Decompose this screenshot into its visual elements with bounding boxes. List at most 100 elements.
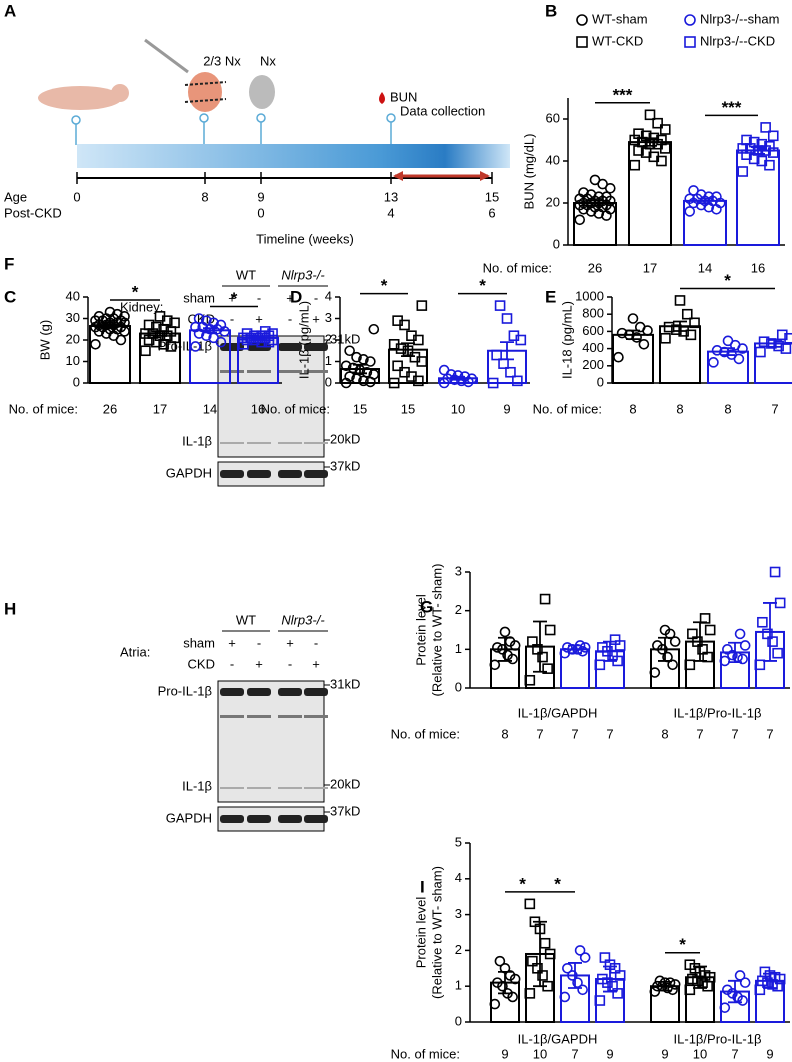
count: 26 bbox=[588, 260, 602, 275]
band bbox=[278, 370, 302, 373]
data-point bbox=[599, 952, 611, 963]
data-point bbox=[492, 642, 503, 653]
data-point bbox=[633, 128, 644, 139]
count: 7 bbox=[766, 726, 773, 741]
data-point bbox=[757, 616, 768, 628]
significance-label: * bbox=[381, 276, 388, 295]
data-point bbox=[739, 640, 751, 651]
y-axis-title: IL-18 (pg/mL) bbox=[559, 301, 574, 379]
error-bar bbox=[153, 330, 167, 337]
count-label: No. of mice: bbox=[261, 401, 330, 416]
data-point bbox=[704, 624, 716, 636]
data-point bbox=[755, 346, 766, 358]
data-point bbox=[711, 191, 722, 202]
sign: - bbox=[230, 656, 234, 671]
error-bar bbox=[698, 197, 712, 205]
data-point bbox=[193, 313, 205, 324]
data-point bbox=[252, 332, 264, 344]
data-point bbox=[577, 984, 588, 996]
genotype: WT bbox=[236, 267, 256, 282]
data-point bbox=[684, 36, 696, 48]
count: 9 bbox=[503, 401, 510, 416]
band bbox=[304, 688, 328, 696]
data-point bbox=[93, 311, 105, 322]
data-point bbox=[505, 366, 516, 378]
error-bar bbox=[728, 641, 742, 663]
significance-label: * bbox=[724, 271, 731, 290]
count-label: No. of mice: bbox=[391, 726, 460, 741]
count: 7 bbox=[606, 726, 613, 741]
significance-label: * bbox=[479, 276, 486, 295]
error-bar bbox=[251, 335, 265, 340]
data-point bbox=[498, 358, 509, 369]
count: 9 bbox=[766, 1046, 773, 1061]
y-tick-label: 1 bbox=[455, 978, 462, 993]
count: 9 bbox=[606, 1046, 613, 1061]
panel-letter: H bbox=[4, 599, 16, 618]
panel-letter: B bbox=[545, 1, 557, 20]
data-point bbox=[741, 134, 752, 146]
y-tick-label: 3 bbox=[325, 310, 332, 325]
data-point bbox=[190, 321, 201, 333]
data-point bbox=[638, 338, 650, 350]
error-bar bbox=[103, 323, 117, 329]
y-tick-label: 0 bbox=[597, 374, 604, 389]
data-point bbox=[613, 351, 624, 363]
data-point bbox=[508, 330, 520, 342]
sign: + bbox=[312, 311, 320, 326]
data-point bbox=[492, 977, 503, 988]
condition: sham bbox=[183, 635, 215, 650]
data-point bbox=[688, 185, 699, 196]
data-point bbox=[576, 36, 588, 48]
data-point bbox=[487, 377, 499, 389]
data-point bbox=[640, 130, 652, 142]
data-point bbox=[719, 655, 731, 667]
band-label: GAPDH bbox=[166, 810, 212, 825]
count: 17 bbox=[153, 401, 167, 416]
error-bar bbox=[533, 920, 547, 988]
data-point bbox=[215, 319, 227, 331]
y-tick-label: 1 bbox=[455, 641, 462, 656]
band bbox=[247, 815, 271, 823]
data-point bbox=[684, 984, 696, 996]
data-point bbox=[684, 193, 696, 205]
count: 16 bbox=[751, 260, 765, 275]
significance-label: *** bbox=[722, 98, 742, 117]
data-point bbox=[784, 332, 792, 344]
data-point bbox=[368, 323, 380, 335]
count-label: No. of mice: bbox=[391, 1046, 460, 1061]
count: 15 bbox=[353, 401, 367, 416]
count: 8 bbox=[629, 401, 636, 416]
y-tick-label: 2 bbox=[455, 942, 462, 957]
data-point bbox=[762, 628, 773, 640]
count: 7 bbox=[571, 726, 578, 741]
data-point bbox=[669, 979, 681, 990]
data-point bbox=[589, 174, 601, 186]
data-point bbox=[594, 995, 606, 1006]
legend-label: Nlrp3-/--CKD bbox=[700, 33, 775, 48]
error-bar bbox=[693, 965, 707, 989]
data-point bbox=[406, 330, 417, 342]
data-point bbox=[494, 300, 506, 311]
sign: + bbox=[228, 635, 236, 650]
band bbox=[247, 470, 271, 478]
data-point bbox=[737, 653, 748, 665]
data-point bbox=[539, 937, 551, 949]
sign: - bbox=[257, 290, 261, 305]
data-point bbox=[737, 166, 749, 177]
band bbox=[247, 715, 271, 718]
data-point bbox=[652, 640, 663, 651]
y-tick-label: 0 bbox=[73, 374, 80, 389]
data-point bbox=[438, 364, 450, 376]
error-bar bbox=[401, 342, 415, 358]
count: 8 bbox=[676, 401, 683, 416]
band bbox=[304, 815, 328, 823]
sign: + bbox=[286, 635, 294, 650]
genotype: Nlrp3-/- bbox=[281, 612, 325, 627]
data-point bbox=[111, 308, 123, 320]
data-point bbox=[674, 295, 686, 306]
sign: - bbox=[288, 656, 292, 671]
mw-marker: 37kD bbox=[330, 458, 360, 473]
data-point bbox=[544, 624, 556, 636]
error-bar bbox=[626, 329, 640, 341]
